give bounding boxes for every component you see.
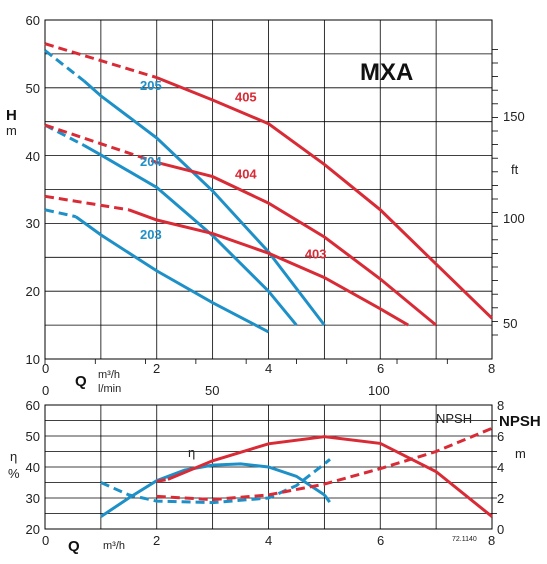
npsh-y2-ticks: 8 6 4 2 0: [497, 398, 504, 537]
curve-label-205: 205: [140, 78, 162, 93]
x-unit-lmin: l/min: [98, 383, 121, 395]
npsh-tick-6: 6: [497, 429, 504, 444]
curve-405-dashed: [44, 42, 158, 80]
y-tick-10: 10: [26, 352, 40, 367]
eff-x-tick-4: 4: [265, 533, 272, 548]
head-y-ticks: 60 50 40 30 20 10: [26, 13, 40, 367]
eta-curve-red-dashed: [156, 477, 169, 483]
npsh-curve-blue-dashed: [100, 458, 331, 505]
efficiency-chart: 60 50 40 30 20 η % 8 6 4 2 0 NPSH m 0 2 …: [8, 398, 541, 555]
x-unit-m3h: m³/h: [98, 369, 120, 381]
ft-tick-150: 150: [503, 109, 525, 124]
curve-205-dashed: [44, 49, 86, 83]
eff-tick-30: 30: [26, 491, 40, 506]
lmin-tick-100: 100: [368, 383, 390, 398]
y-tick-60: 60: [26, 13, 40, 28]
eff-tick-60: 60: [26, 398, 40, 413]
eff-x-tick-6: 6: [377, 533, 384, 548]
x-tick-8: 8: [488, 361, 495, 376]
x-tick-2: 2: [153, 361, 160, 376]
curve-label-404: 404: [235, 167, 257, 182]
curve-403-dashed: [44, 194, 130, 212]
head-axis-label: H: [6, 107, 17, 124]
lmin-tick-50: 50: [205, 383, 219, 398]
npsh-axis-unit: m: [515, 446, 526, 461]
y-tick-30: 30: [26, 216, 40, 231]
eff-axis-unit: %: [8, 466, 20, 481]
ft-tick-100: 100: [503, 211, 525, 226]
eff-tick-20: 20: [26, 522, 40, 537]
x-tick-0: 0: [42, 361, 49, 376]
lmin-tick-0: 0: [42, 383, 49, 398]
eff-x-tick-0: 0: [42, 533, 49, 548]
curve-203: [74, 215, 270, 334]
y-tick-50: 50: [26, 81, 40, 96]
chart-code: 72.1140: [452, 536, 477, 543]
eff-x-tick-8: 8: [488, 533, 495, 548]
head-x-ticks-m3h: 0 2 4 6 8: [42, 361, 495, 376]
curve-203-dashed: [44, 208, 77, 219]
eff-y-ticks: 60 50 40 30 20: [26, 398, 40, 537]
x-tick-6: 6: [377, 361, 384, 376]
npsh-tick-2: 2: [497, 491, 504, 506]
eff-axis-label: η: [10, 449, 17, 464]
ft-tick-50: 50: [503, 316, 517, 331]
eff-x-ticks: 0 2 4 6 8: [42, 533, 495, 548]
head-x-ticks-lmin: 0 50 100: [42, 383, 390, 398]
curve-404: [156, 160, 438, 327]
eta-curve-red: [167, 435, 493, 518]
ft-axis-unit: ft: [511, 162, 519, 177]
npsh-tick-0: 0: [497, 522, 504, 537]
head-axis-unit: m: [6, 123, 17, 138]
curve-label-405: 405: [235, 89, 257, 104]
curve-label-204: 204: [140, 154, 162, 169]
curve-403: [128, 208, 409, 327]
eta-curve-blue-dashed: [323, 494, 332, 504]
eff-tick-50: 50: [26, 429, 40, 444]
eff-x-axis-label: Q: [68, 538, 80, 555]
curve-204: [83, 144, 298, 327]
npsh-tick-8: 8: [497, 398, 504, 413]
npsh-curve-red-dashed: [156, 426, 493, 502]
curve-label-203: 203: [140, 227, 162, 242]
eta-curve-blue: [100, 462, 326, 518]
curve-205: [83, 79, 326, 327]
chart-title: MXA: [360, 59, 413, 86]
y-tick-20: 20: [26, 284, 40, 299]
eff-tick-40: 40: [26, 460, 40, 475]
x-tick-4: 4: [265, 361, 272, 376]
eta-curve-label: η: [188, 445, 195, 460]
head-curves: [44, 42, 494, 334]
npsh-box-label: NPSH: [436, 411, 472, 426]
curve-label-403: 403: [305, 247, 327, 262]
curve-405: [156, 76, 494, 320]
y-tick-40: 40: [26, 149, 40, 164]
eff-curves: [100, 426, 493, 518]
head-curve-labels: 203 204 205 403 404 405: [140, 78, 327, 262]
eff-x-unit: m³/h: [103, 540, 125, 552]
ft-y2-ticks: 150 100 50: [503, 109, 525, 331]
npsh-axis-label: NPSH: [499, 413, 541, 430]
npsh-tick-4: 4: [497, 460, 504, 475]
eff-x-tick-2: 2: [153, 533, 160, 548]
head-grid: [44, 20, 498, 364]
head-x-axis-label: Q: [75, 373, 87, 390]
curve-404-dashed: [44, 123, 158, 164]
